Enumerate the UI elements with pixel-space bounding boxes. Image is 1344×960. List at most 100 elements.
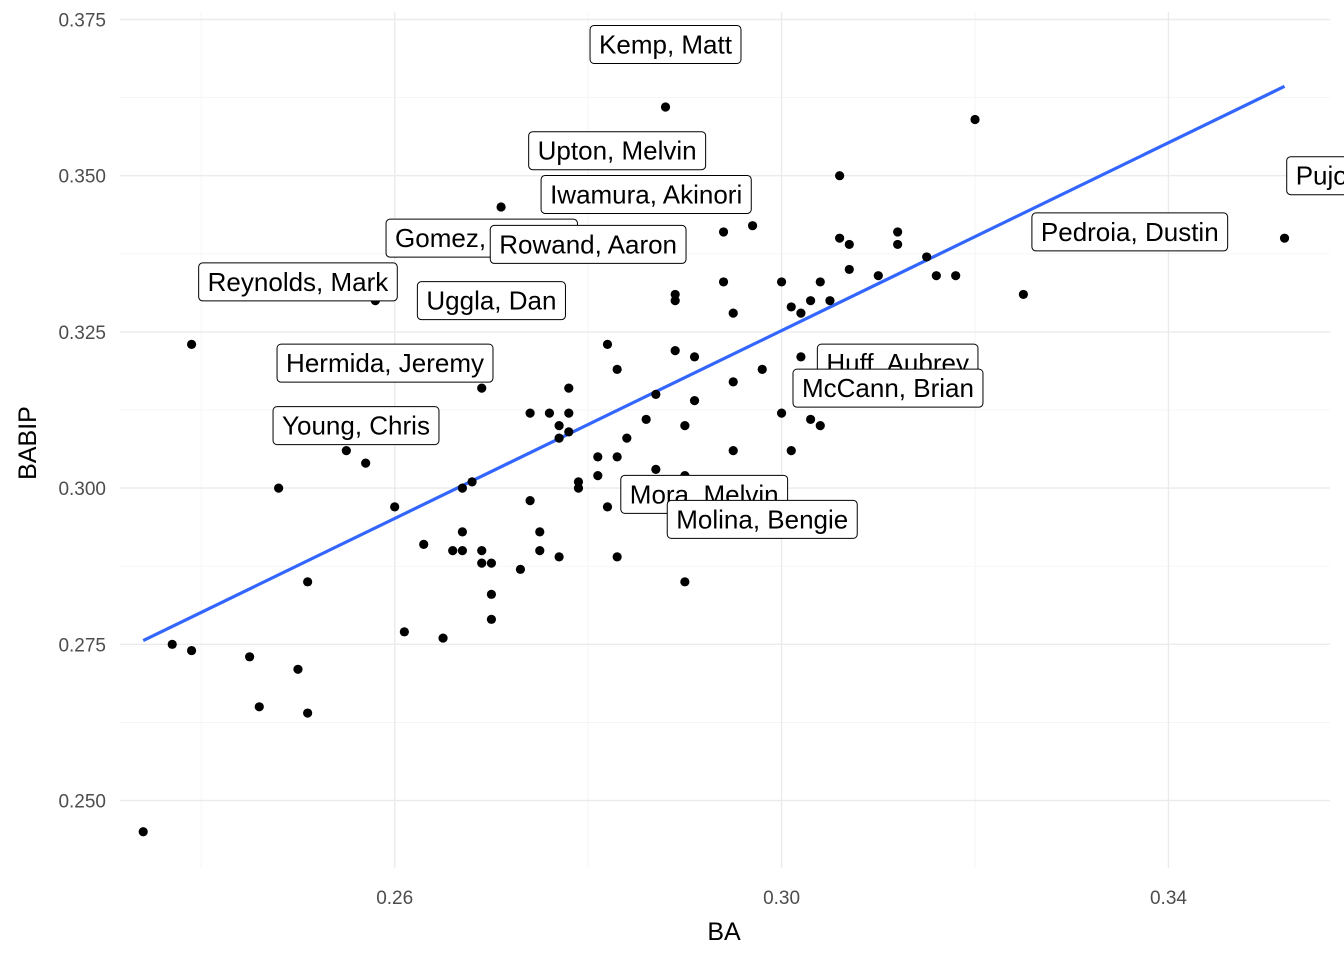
data-point: [457, 545, 467, 556]
y-axis-title: BABIP: [14, 406, 42, 480]
point-label: Reynolds, Mark: [198, 262, 398, 302]
data-point: [245, 652, 255, 662]
data-point: [796, 352, 806, 362]
data-point: [844, 264, 854, 275]
data-point: [525, 408, 535, 418]
y-tick-label: 0.325: [58, 323, 106, 344]
point-label-text: Young, Chris: [282, 411, 430, 441]
data-point: [786, 302, 796, 312]
point-label: Young, Chris: [272, 406, 440, 446]
data-point: [486, 558, 497, 568]
point-label-box: [1031, 212, 1229, 252]
point-label-box: [416, 281, 566, 321]
data-point: [361, 458, 371, 468]
data-point: [486, 589, 497, 599]
data-point: [951, 271, 961, 281]
data-point: [622, 433, 632, 443]
data-point: [931, 271, 941, 281]
data-point: [651, 464, 661, 474]
x-tick-label: 0.30: [763, 888, 800, 909]
point-label-box: [489, 224, 687, 264]
point-label: Upton, Melvin: [528, 131, 707, 171]
data-point: [573, 477, 584, 487]
point-label-text: Molina, Bengie: [676, 504, 848, 534]
data-point: [467, 477, 477, 487]
data-point: [602, 502, 613, 512]
data-point: [844, 239, 854, 250]
data-point: [815, 277, 825, 287]
data-point: [825, 296, 835, 306]
data-point: [689, 352, 700, 362]
point-label-text: Rowand, Aaron: [499, 229, 677, 259]
data-point: [670, 346, 680, 356]
data-point: [776, 408, 787, 418]
point-label: McCann, Brian: [792, 368, 984, 408]
point-label-text: Pujols, Albert: [1296, 161, 1344, 191]
data-point: [1018, 289, 1028, 300]
data-point: [593, 471, 603, 481]
y-tick-label: 0.375: [58, 10, 106, 31]
data-point: [399, 627, 409, 637]
x-tick-label: 0.34: [1150, 888, 1187, 909]
x-axis-title: BA: [707, 918, 741, 946]
point-label-text: McCann, Brian: [802, 373, 974, 403]
point-label-box: [792, 368, 984, 408]
data-point: [970, 114, 980, 125]
data-point: [486, 614, 497, 624]
data-point: [341, 446, 351, 456]
data-point: [138, 827, 148, 837]
data-point: [564, 427, 574, 437]
point-label: Uggla, Dan: [416, 281, 566, 321]
data-point: [728, 446, 738, 456]
data-point: [835, 233, 845, 243]
data-point: [554, 433, 564, 443]
data-point: [786, 446, 796, 456]
point-label-box: [272, 406, 440, 446]
data-point: [651, 389, 661, 399]
data-point: [167, 639, 177, 649]
point-label-box: [1286, 156, 1344, 196]
data-point: [293, 664, 303, 674]
point-label-box: [276, 343, 494, 383]
point-labels: Kemp, Matt Upton, Melvin Iwamura, Akinori P…: [198, 24, 1344, 539]
point-label-box: [198, 262, 398, 302]
data-point: [893, 227, 903, 237]
data-point: [718, 227, 729, 237]
point-label-text: Upton, Melvin: [538, 136, 697, 166]
data-point: [776, 277, 787, 287]
point-label: Rowand, Aaron: [489, 224, 687, 264]
data-point: [747, 221, 758, 231]
data-point: [612, 364, 622, 374]
data-point: [728, 308, 738, 318]
point-label-box: [528, 131, 707, 171]
point-label: Hermida, Jeremy: [276, 343, 494, 383]
y-tick-label: 0.275: [58, 635, 106, 656]
point-label: Kemp, Matt: [589, 24, 742, 64]
data-point: [835, 171, 845, 181]
data-point: [873, 271, 883, 281]
data-point: [593, 452, 603, 462]
y-tick-label: 0.250: [58, 792, 106, 813]
axes: 0.26 0.30 0.34 0.250 0.275 0.300 0.325 0.350 0.3…: [58, 10, 1187, 909]
data-point: [303, 577, 313, 587]
data-point: [641, 414, 651, 424]
point-label-text: Hermida, Jeremy: [286, 348, 484, 378]
point-label-box: [540, 174, 752, 214]
point-label: Pujols, Albert: [1286, 156, 1344, 196]
data-point: [680, 577, 690, 587]
point-label-box: [666, 499, 858, 539]
data-point: [1279, 233, 1290, 243]
data-point: [525, 496, 535, 506]
data-point: [477, 545, 487, 556]
regression-line: [142, 84, 1286, 643]
data-point: [757, 364, 767, 374]
data-point: [457, 527, 467, 537]
y-tick-label: 0.300: [58, 479, 106, 500]
data-point: [564, 408, 574, 418]
data-point: [612, 452, 622, 462]
data-point: [186, 645, 197, 656]
point-label-text: Iwamura, Akinori: [550, 179, 742, 209]
point-label-text: Kemp, Matt: [599, 29, 733, 59]
data-point: [477, 558, 487, 568]
